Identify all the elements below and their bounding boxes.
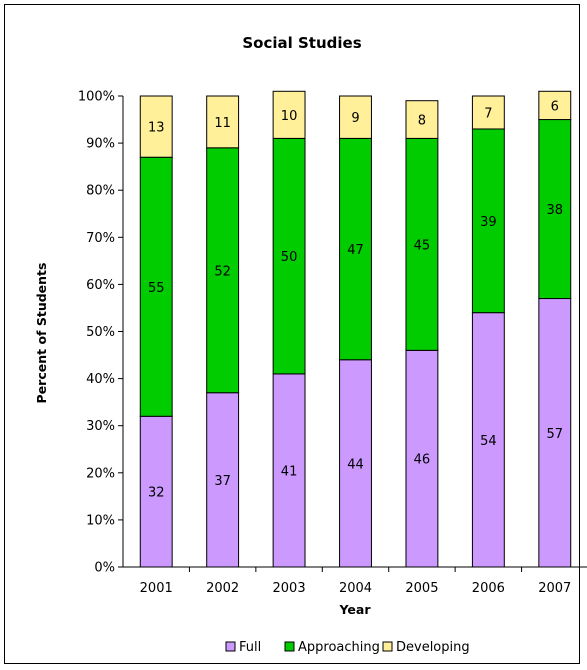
bar-segment-approaching <box>405 137 439 351</box>
y-tick-label: 10% <box>86 513 115 528</box>
data-label: 57 <box>547 427 564 442</box>
legend: Full Approaching Developing <box>225 640 470 655</box>
bar-segment-developing <box>471 95 505 130</box>
data-label: 39 <box>480 215 497 230</box>
bar-segment-full <box>471 312 505 568</box>
data-label: 10 <box>281 109 298 124</box>
bar-segment-approaching <box>471 128 505 314</box>
y-tick-label: 20% <box>86 466 115 481</box>
y-tick-label: 80% <box>86 184 115 199</box>
data-label: 50 <box>281 250 298 265</box>
bar-segment-approaching <box>139 156 173 417</box>
data-label: 37 <box>214 474 231 489</box>
bar-segment-approaching <box>206 147 240 394</box>
legend-label-approaching: Approaching <box>298 640 380 655</box>
chart-title: Social Studies <box>242 34 361 52</box>
bar-segment-approaching <box>272 137 306 375</box>
data-label: 52 <box>214 264 231 279</box>
x-axis-label: Year <box>339 602 372 617</box>
legend-swatch-full <box>225 641 236 652</box>
data-label: 6 <box>551 99 559 114</box>
bar-segment-full <box>405 349 439 568</box>
data-label: 44 <box>347 457 364 472</box>
bar-segment-full <box>139 415 173 568</box>
y-tick-label: 40% <box>86 372 115 387</box>
data-label: 32 <box>148 486 165 501</box>
bar-segment-developing <box>538 90 572 121</box>
x-tick-label: 2003 <box>273 581 306 596</box>
x-tick-label: 2005 <box>405 581 438 596</box>
data-label: 9 <box>351 111 359 126</box>
y-axis-label: Percent of Students <box>34 263 49 404</box>
y-tick-label: 60% <box>86 278 115 293</box>
x-tick-label: 2006 <box>472 581 505 596</box>
data-label: 7 <box>484 106 492 121</box>
bar-segment-developing <box>339 95 372 139</box>
y-tick-label: 50% <box>86 325 115 340</box>
data-label: 38 <box>547 203 564 218</box>
data-label: 11 <box>214 116 231 131</box>
bar-segment-developing <box>272 90 306 139</box>
data-label: 47 <box>347 243 364 258</box>
bar-segment-full <box>206 392 240 568</box>
y-tick-label: 90% <box>86 137 115 152</box>
bar-segment-full <box>339 359 372 568</box>
y-tick-label: 0% <box>94 561 115 576</box>
y-tick-label: 100% <box>78 90 115 105</box>
bar-segment-developing <box>139 95 173 158</box>
plot-area: 0% 10% 20% 30% 40% 50% 60% 70% 80% 90% 100% 32 55 13 2… <box>78 90 587 596</box>
data-label: 13 <box>148 121 165 136</box>
y-tick-label: 30% <box>86 419 115 434</box>
x-tick-label: 2007 <box>538 581 571 596</box>
x-tick-label: 2004 <box>339 581 372 596</box>
x-tick-label: 2001 <box>140 581 173 596</box>
data-label: 45 <box>414 238 431 253</box>
bar-segment-full <box>272 373 306 568</box>
data-label: 41 <box>281 464 298 479</box>
bar-segment-developing <box>405 100 439 139</box>
y-tick-label: 70% <box>86 231 115 246</box>
legend-label-full: Full <box>239 640 261 655</box>
bar-segment-developing <box>206 95 240 149</box>
x-tick-label: 2002 <box>206 581 239 596</box>
legend-swatch-developing <box>382 641 393 652</box>
data-label: 46 <box>414 453 431 468</box>
legend-label-developing: Developing <box>396 640 470 655</box>
bar-segment-full <box>538 298 572 568</box>
data-label: 54 <box>480 434 497 449</box>
bar-segment-approaching <box>339 137 372 361</box>
data-label: 8 <box>418 114 426 129</box>
data-label: 55 <box>148 281 165 296</box>
legend-swatch-approaching <box>284 641 295 652</box>
